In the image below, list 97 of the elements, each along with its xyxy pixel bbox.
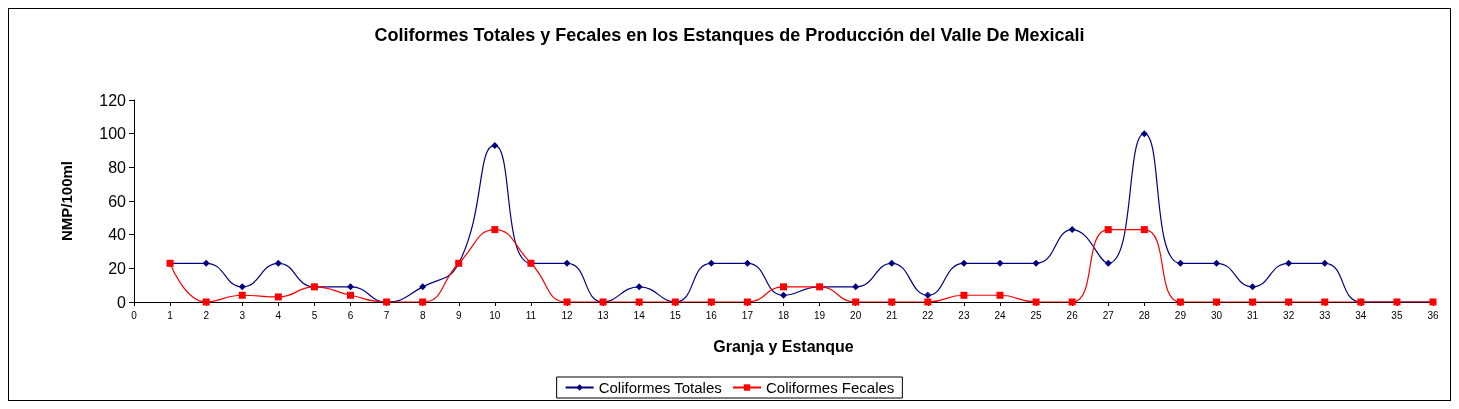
x-tick-label: 8: [419, 309, 426, 321]
x-tick-label: 25: [1030, 309, 1043, 321]
x-tick-label: 23: [958, 309, 970, 321]
x-tick-label: 19: [814, 309, 826, 321]
point: [1176, 298, 1184, 306]
point: [1032, 259, 1040, 267]
x-tick-label: 30: [1210, 309, 1223, 321]
x-tick-label: 32: [1283, 309, 1295, 321]
x-tick-label: 2: [203, 309, 210, 321]
x-tick-label: 10: [489, 309, 501, 321]
point: [1104, 259, 1112, 267]
point: [202, 259, 210, 267]
x-tick-label: 36: [1427, 309, 1439, 321]
point: [996, 291, 1004, 299]
point: [924, 298, 932, 306]
point: [419, 283, 427, 291]
x-tick-label: 15: [669, 309, 682, 321]
point: [1176, 259, 1184, 267]
y-tick-label: 80: [108, 158, 127, 176]
y-tick-label: 40: [108, 226, 127, 244]
x-tick-label: 35: [1391, 309, 1403, 321]
x-tick-label: 14: [633, 309, 646, 321]
point: [852, 298, 860, 306]
x-tick-label: 24: [994, 309, 1006, 321]
point: [1285, 259, 1293, 267]
point: [419, 298, 427, 306]
legend-label: Coliformes Fecales: [766, 379, 895, 396]
x-tick-label: 4: [275, 309, 282, 321]
point: [1032, 298, 1040, 306]
y-tick-label: 20: [108, 259, 127, 277]
point: [274, 259, 282, 267]
point: [491, 141, 499, 149]
x-tick-label: 7: [383, 309, 390, 321]
x-tick-label: 21: [886, 309, 898, 321]
point: [707, 259, 715, 267]
point: [960, 291, 968, 299]
point: [238, 283, 246, 291]
x-tick-label: 34: [1355, 309, 1367, 321]
point: [996, 259, 1004, 267]
y-tick-label: 100: [99, 125, 127, 143]
point: [1213, 259, 1220, 267]
point: [1321, 298, 1329, 306]
point: [1140, 130, 1148, 138]
x-tick-label: 27: [1102, 309, 1115, 321]
point: [1140, 226, 1148, 234]
legend-label: Coliformes Totales: [598, 379, 722, 396]
x-tick-label: 22: [922, 309, 934, 321]
point: [707, 298, 715, 306]
y-tick-label: 120: [99, 91, 127, 109]
x-tick-label: 3: [239, 309, 246, 321]
x-tick-label: 17: [741, 309, 754, 321]
x-tick-label: 31: [1247, 309, 1259, 321]
point: [563, 259, 571, 267]
point: [888, 298, 896, 306]
point: [852, 283, 860, 291]
point: [491, 226, 499, 234]
point: [238, 291, 246, 299]
x-tick-label: 1: [167, 309, 174, 321]
x-tick-label: 0: [131, 309, 138, 321]
x-tick-label: 18: [777, 309, 790, 321]
x-tick-label: 28: [1138, 309, 1151, 321]
point: [563, 298, 571, 306]
point: [780, 291, 787, 299]
point: [347, 291, 354, 299]
point: [743, 259, 751, 267]
point: [1249, 283, 1257, 291]
x-tick-label: 5: [311, 309, 318, 321]
point: [1068, 226, 1076, 234]
point: [1104, 226, 1112, 234]
point: [1068, 298, 1076, 306]
point: [1285, 298, 1293, 306]
point: [1249, 298, 1257, 306]
point: [780, 283, 787, 291]
point: [274, 293, 282, 301]
point: [888, 259, 896, 267]
x-tick-label: 9: [455, 309, 462, 321]
x-tick-label: 33: [1319, 309, 1331, 321]
x-tick-label: 13: [597, 309, 610, 321]
x-tick-label: 26: [1066, 309, 1079, 321]
x-tick-label: 6: [347, 309, 354, 321]
point: [635, 283, 643, 291]
chart-title: Coliformes Totales y Fecales en los Estanques de Producción del Valle De Mexicali: [374, 25, 1085, 45]
point: [1321, 259, 1329, 267]
x-tick-label: 12: [561, 309, 573, 321]
y-tick-label: 60: [108, 192, 127, 210]
point: [960, 259, 968, 267]
point: [202, 298, 210, 306]
x-axis-title: Granja y Estanque: [713, 337, 854, 355]
x-tick-label: 29: [1174, 309, 1187, 321]
point: [635, 298, 643, 306]
point: [347, 283, 354, 291]
x-tick-label: 11: [525, 309, 537, 321]
x-tick-label: 20: [850, 309, 862, 321]
point: [743, 298, 751, 306]
x-tick-label: 16: [705, 309, 718, 321]
y-axis-title: NMP/100ml: [58, 160, 75, 242]
point: [924, 291, 932, 299]
